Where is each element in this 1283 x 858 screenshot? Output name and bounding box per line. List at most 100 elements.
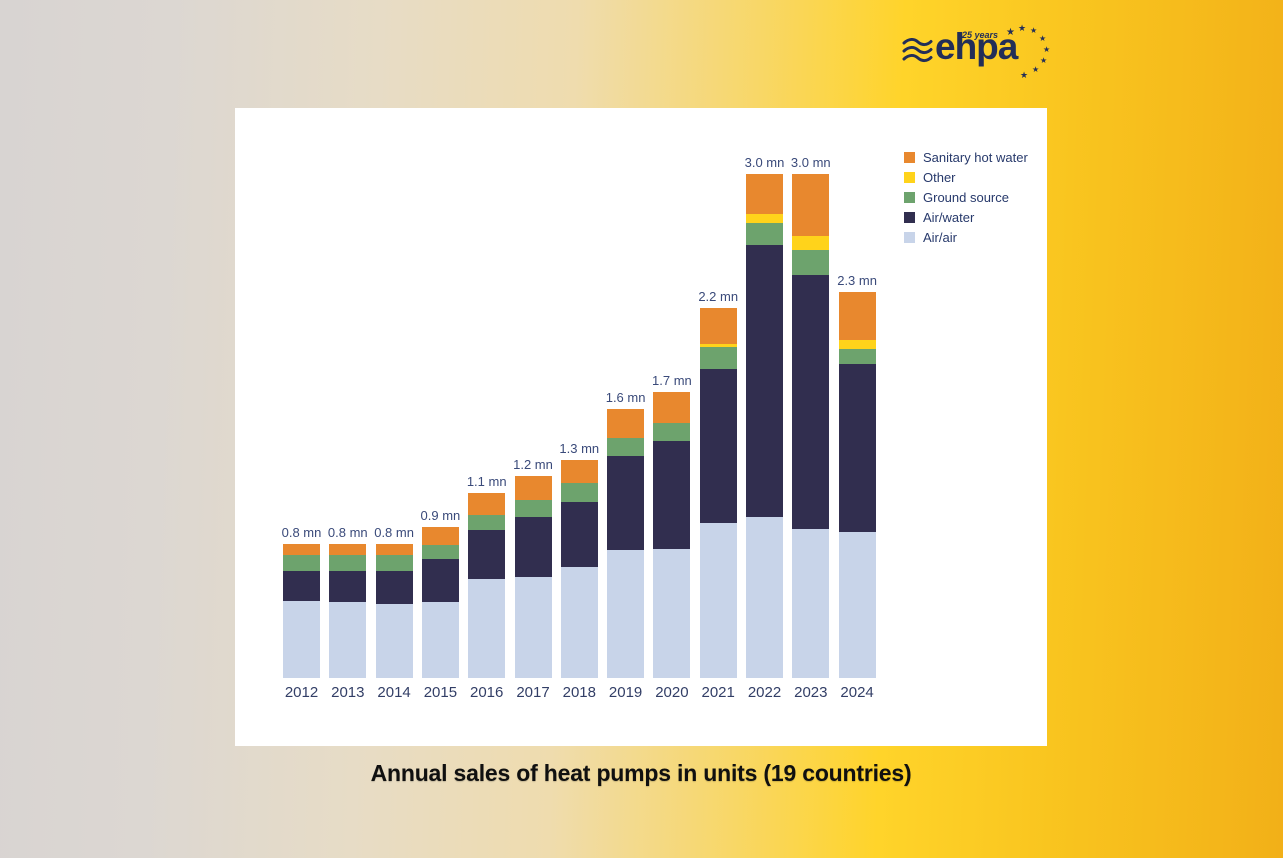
legend-item-air-air: Air/air xyxy=(904,227,1028,247)
logo-anniversary-text: 25 years xyxy=(962,30,999,40)
segment-air-air xyxy=(514,577,552,678)
bar-total-label: 1.7 mn xyxy=(652,373,692,389)
bar-total-label: 2.3 mn xyxy=(837,272,877,288)
segment-ground-source xyxy=(514,499,552,517)
segment-other xyxy=(792,236,830,250)
segment-ground-source xyxy=(653,422,691,442)
x-axis-tick-label: 2024 xyxy=(840,684,874,701)
legend-swatch-icon xyxy=(904,211,915,223)
star-icon: ★ xyxy=(1032,65,1040,74)
segment-sanitary-hot-water xyxy=(514,476,552,500)
legend-swatch-icon xyxy=(904,191,915,203)
legend-item-other: Other xyxy=(904,167,1028,187)
segment-other xyxy=(699,343,737,348)
bar-2020: 1.7 mn 2020 xyxy=(652,373,692,701)
bar-total-label: 0.8 mn xyxy=(374,524,414,540)
segment-air-air xyxy=(699,523,737,678)
chart-legend: Sanitary hot water Other Ground source Air/… xyxy=(904,147,1028,247)
x-axis-tick-label: 2019 xyxy=(608,684,643,701)
legend-label: Air/water xyxy=(923,209,975,225)
x-axis-tick-label: 2012 xyxy=(284,684,319,701)
bar-2021: 2.2 mn 2021 xyxy=(698,289,738,701)
bar-total-label: 2.2 mn xyxy=(698,289,739,305)
segment-air-water xyxy=(792,274,830,529)
star-icon: ★ xyxy=(1043,45,1051,54)
chart-caption: Annual sales of heat pumps in units (19 … xyxy=(370,760,912,786)
segment-air-water xyxy=(421,558,459,603)
bar-total-label: 3.0 mn xyxy=(790,155,831,170)
bar-total-label: 1.6 mn xyxy=(605,390,646,406)
segment-air-water xyxy=(607,456,645,551)
bar-2019: 1.6 mn 2019 xyxy=(606,390,646,701)
segment-air-air xyxy=(283,600,320,678)
bar-total-label: 0.8 mn xyxy=(327,524,368,540)
segment-sanitary-hot-water xyxy=(746,174,783,215)
segment-air-water xyxy=(838,363,876,532)
segment-air-water xyxy=(283,570,320,601)
legend-swatch-icon xyxy=(904,151,915,163)
star-icon: ★ xyxy=(1018,23,1027,33)
segment-sanitary-hot-water xyxy=(421,526,459,546)
segment-sanitary-hot-water xyxy=(468,493,506,516)
x-axis-tick-label: 2018 xyxy=(562,684,596,701)
x-axis-tick-label: 2022 xyxy=(747,684,782,701)
chart-panel: 0.8 mn 2012 0.8 mn 2013 0.8 mn 2014 0.9 mn 2015… xyxy=(235,108,1047,746)
legend-item-air-water: Air/water xyxy=(904,207,1028,227)
bar-total-label: 0.8 mn xyxy=(281,524,322,540)
segment-sanitary-hot-water xyxy=(329,543,367,556)
segment-sanitary-hot-water xyxy=(560,459,598,484)
legend-label: Other xyxy=(923,169,956,185)
bar-2024: 2.3 mn 2024 xyxy=(837,273,877,701)
logo-brand-text: ehpa xyxy=(935,26,1018,67)
bar-total-label: 1.1 mn xyxy=(466,474,507,490)
segment-other xyxy=(746,214,783,223)
segment-sanitary-hot-water xyxy=(283,543,320,556)
bar-2022: 3.0 mn 2022 xyxy=(745,155,785,701)
segment-ground-source xyxy=(607,437,645,457)
segment-air-air xyxy=(468,578,506,678)
legend-label: Air/air xyxy=(923,229,957,245)
bar-2014: 0.8 mn 2014 xyxy=(374,525,414,701)
segment-ground-source xyxy=(746,222,783,245)
segment-air-air xyxy=(375,604,413,678)
x-axis-tick-label: 2013 xyxy=(331,684,365,701)
segment-air-water xyxy=(514,516,552,578)
bar-2013: 0.8 mn 2013 xyxy=(328,525,368,701)
segment-sanitary-hot-water xyxy=(699,308,737,344)
segment-ground-source xyxy=(421,545,459,559)
segment-air-water xyxy=(329,570,367,603)
x-axis-tick-label: 2023 xyxy=(794,684,828,701)
x-axis-tick-label: 2021 xyxy=(701,684,735,701)
segment-other xyxy=(838,340,876,349)
segment-ground-source xyxy=(792,249,830,275)
segment-air-air xyxy=(838,531,876,678)
segment-air-water xyxy=(560,501,598,568)
star-icon: ★ xyxy=(1039,34,1047,43)
segment-air-air xyxy=(560,567,598,678)
segment-air-air xyxy=(653,548,691,678)
segment-air-water xyxy=(746,244,783,517)
segment-ground-source xyxy=(329,555,367,571)
segment-ground-source xyxy=(699,347,737,369)
segment-sanitary-hot-water xyxy=(375,543,413,556)
bar-total-label: 1.2 mn xyxy=(513,457,553,473)
segment-air-air xyxy=(421,602,459,678)
x-axis-tick-label: 2017 xyxy=(516,684,550,701)
legend-label: Ground source xyxy=(923,189,1009,205)
segment-air-air xyxy=(607,550,645,678)
segment-ground-source xyxy=(468,515,506,531)
legend-item-sanitary-hot-water: Sanitary hot water xyxy=(904,147,1028,167)
legend-swatch-icon xyxy=(904,231,915,243)
bar-chart: 0.8 mn 2012 0.8 mn 2013 0.8 mn 2014 0.9 mn 2015… xyxy=(281,108,893,746)
segment-air-air xyxy=(792,528,830,678)
star-icon: ★ xyxy=(1006,27,1015,38)
legend-item-ground-source: Ground source xyxy=(904,187,1028,207)
bar-total-label: 3.0 mn xyxy=(744,155,785,170)
segment-air-water xyxy=(468,530,506,579)
ehpa-logo: ehpa 25 years ★ ★ ★ ★ ★ ★ ★ ★ xyxy=(902,22,1050,80)
eu-stars-icon: ★ ★ ★ ★ ★ ★ ★ ★ xyxy=(1006,24,1052,80)
legend-label: Sanitary hot water xyxy=(923,149,1028,165)
x-axis-tick-label: 2014 xyxy=(377,684,411,701)
bar-2016: 1.1 mn 2016 xyxy=(467,474,507,701)
